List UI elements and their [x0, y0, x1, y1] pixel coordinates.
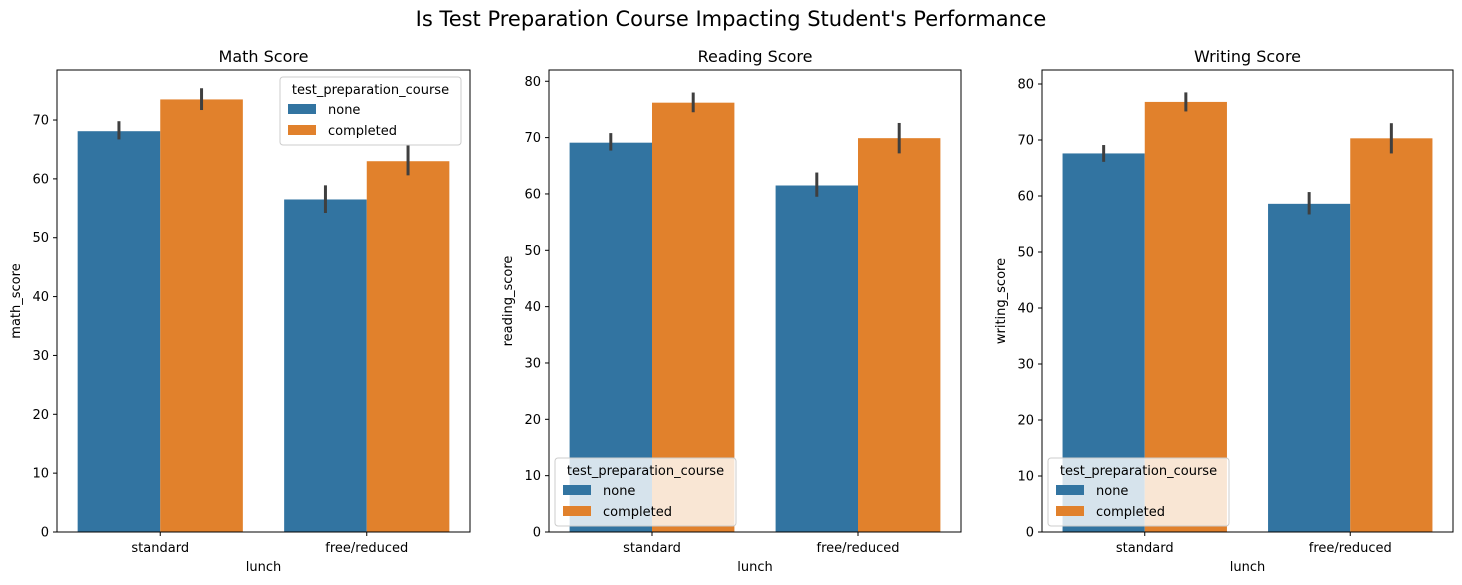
- y-axis-label: math_score: [9, 263, 24, 338]
- bar-completed-free-reduced: [1350, 138, 1433, 532]
- bar-completed-free-reduced: [858, 138, 941, 533]
- figure-title: Is Test Preparation Course Impacting Stu…: [416, 7, 1047, 31]
- y-tick-label: 0: [533, 526, 541, 541]
- y-tick-label: 20: [1017, 414, 1034, 429]
- legend-swatch-completed: [288, 125, 316, 135]
- y-tick-label: 70: [32, 114, 49, 129]
- y-tick-label: 50: [1017, 246, 1034, 261]
- legend-swatch-none: [1056, 485, 1084, 495]
- bar-none-free-reduced: [775, 185, 858, 532]
- y-tick-label: 40: [524, 300, 541, 315]
- legend-title: test_preparation_course: [292, 83, 449, 98]
- legend-label-none: none: [328, 103, 360, 118]
- axes-frame: [1041, 69, 1454, 533]
- subplot-title: Reading Score: [698, 47, 813, 66]
- x-axis-label: lunch: [737, 560, 772, 575]
- bar-completed-free-reduced: [366, 161, 450, 532]
- subplot-title: Writing Score: [1194, 47, 1301, 66]
- subplot-writing-score: 0 10 20 30 40 50 60 70 80 standard free/reduced Wri…: [994, 47, 1454, 575]
- x-axis-label: lunch: [246, 560, 281, 575]
- x-tick-label: free/reduced: [817, 541, 900, 556]
- y-tick-label: 60: [524, 187, 541, 202]
- y-tick-label: 60: [1017, 190, 1034, 205]
- y-tick-label: 70: [524, 131, 541, 146]
- legend-label-none: none: [1096, 484, 1128, 499]
- y-tick-label: 30: [1017, 358, 1034, 373]
- axes-frame: [56, 69, 471, 533]
- y-tick-label: 20: [32, 408, 49, 423]
- subplot-reading-score: 0 10 20 30 40 50 60 70 80 standard free/reduced Rea…: [501, 47, 962, 575]
- y-tick-label: 30: [524, 356, 541, 371]
- legend-swatch-none: [563, 485, 591, 495]
- y-tick-label: 0: [41, 526, 49, 541]
- y-tick-label: 20: [524, 413, 541, 428]
- y-tick-label: 10: [32, 467, 49, 482]
- y-axis-label: reading_score: [501, 256, 516, 347]
- bar-none-free-reduced: [284, 199, 367, 532]
- legend-swatch-none: [288, 104, 316, 114]
- x-tick-label: standard: [623, 541, 681, 556]
- bar-none-standard: [77, 131, 161, 532]
- y-tick-label: 60: [32, 172, 49, 187]
- subplot-math-score: 0 10 20 30 40 50 60 70 standard free/reduced Math …: [9, 47, 471, 575]
- y-tick-label: 10: [524, 469, 541, 484]
- y-tick-label: 0: [1026, 526, 1034, 541]
- legend-title: test_preparation_course: [1060, 464, 1217, 479]
- x-tick-label: free/reduced: [325, 541, 408, 556]
- legend-label-completed: completed: [328, 124, 397, 139]
- legend-swatch-completed: [563, 506, 591, 516]
- legend-title: test_preparation_course: [567, 464, 724, 479]
- legend-box: [279, 76, 462, 146]
- bar-none-free-reduced: [1268, 203, 1351, 532]
- y-tick-label: 80: [1017, 78, 1034, 93]
- legend-label-completed: completed: [1096, 505, 1165, 520]
- bar-completed-standard: [160, 99, 243, 532]
- y-tick-label: 30: [32, 349, 49, 364]
- y-tick-label: 40: [32, 290, 49, 305]
- y-tick-label: 10: [1017, 470, 1034, 485]
- y-tick-label: 40: [1017, 302, 1034, 317]
- x-tick-label: standard: [1116, 541, 1174, 556]
- legend-box: [1047, 457, 1230, 527]
- legend-label-none: none: [603, 484, 635, 499]
- axes-frame: [548, 69, 962, 533]
- y-tick-label: 50: [32, 231, 49, 246]
- x-tick-label: standard: [131, 541, 189, 556]
- legend-label-completed: completed: [603, 505, 672, 520]
- x-axis-label: lunch: [1230, 560, 1265, 575]
- y-tick-label: 80: [524, 75, 541, 90]
- x-tick-label: free/reduced: [1309, 541, 1392, 556]
- subplot-title: Math Score: [219, 47, 309, 66]
- y-tick-label: 50: [524, 244, 541, 259]
- y-axis-label: writing_score: [994, 258, 1009, 344]
- y-tick-label: 70: [1017, 134, 1034, 149]
- subplots: 0 10 20 30 40 50 60 70 standard free/reduced Math …: [9, 47, 1454, 575]
- legend-box: [554, 457, 737, 527]
- legend-swatch-completed: [1056, 506, 1084, 516]
